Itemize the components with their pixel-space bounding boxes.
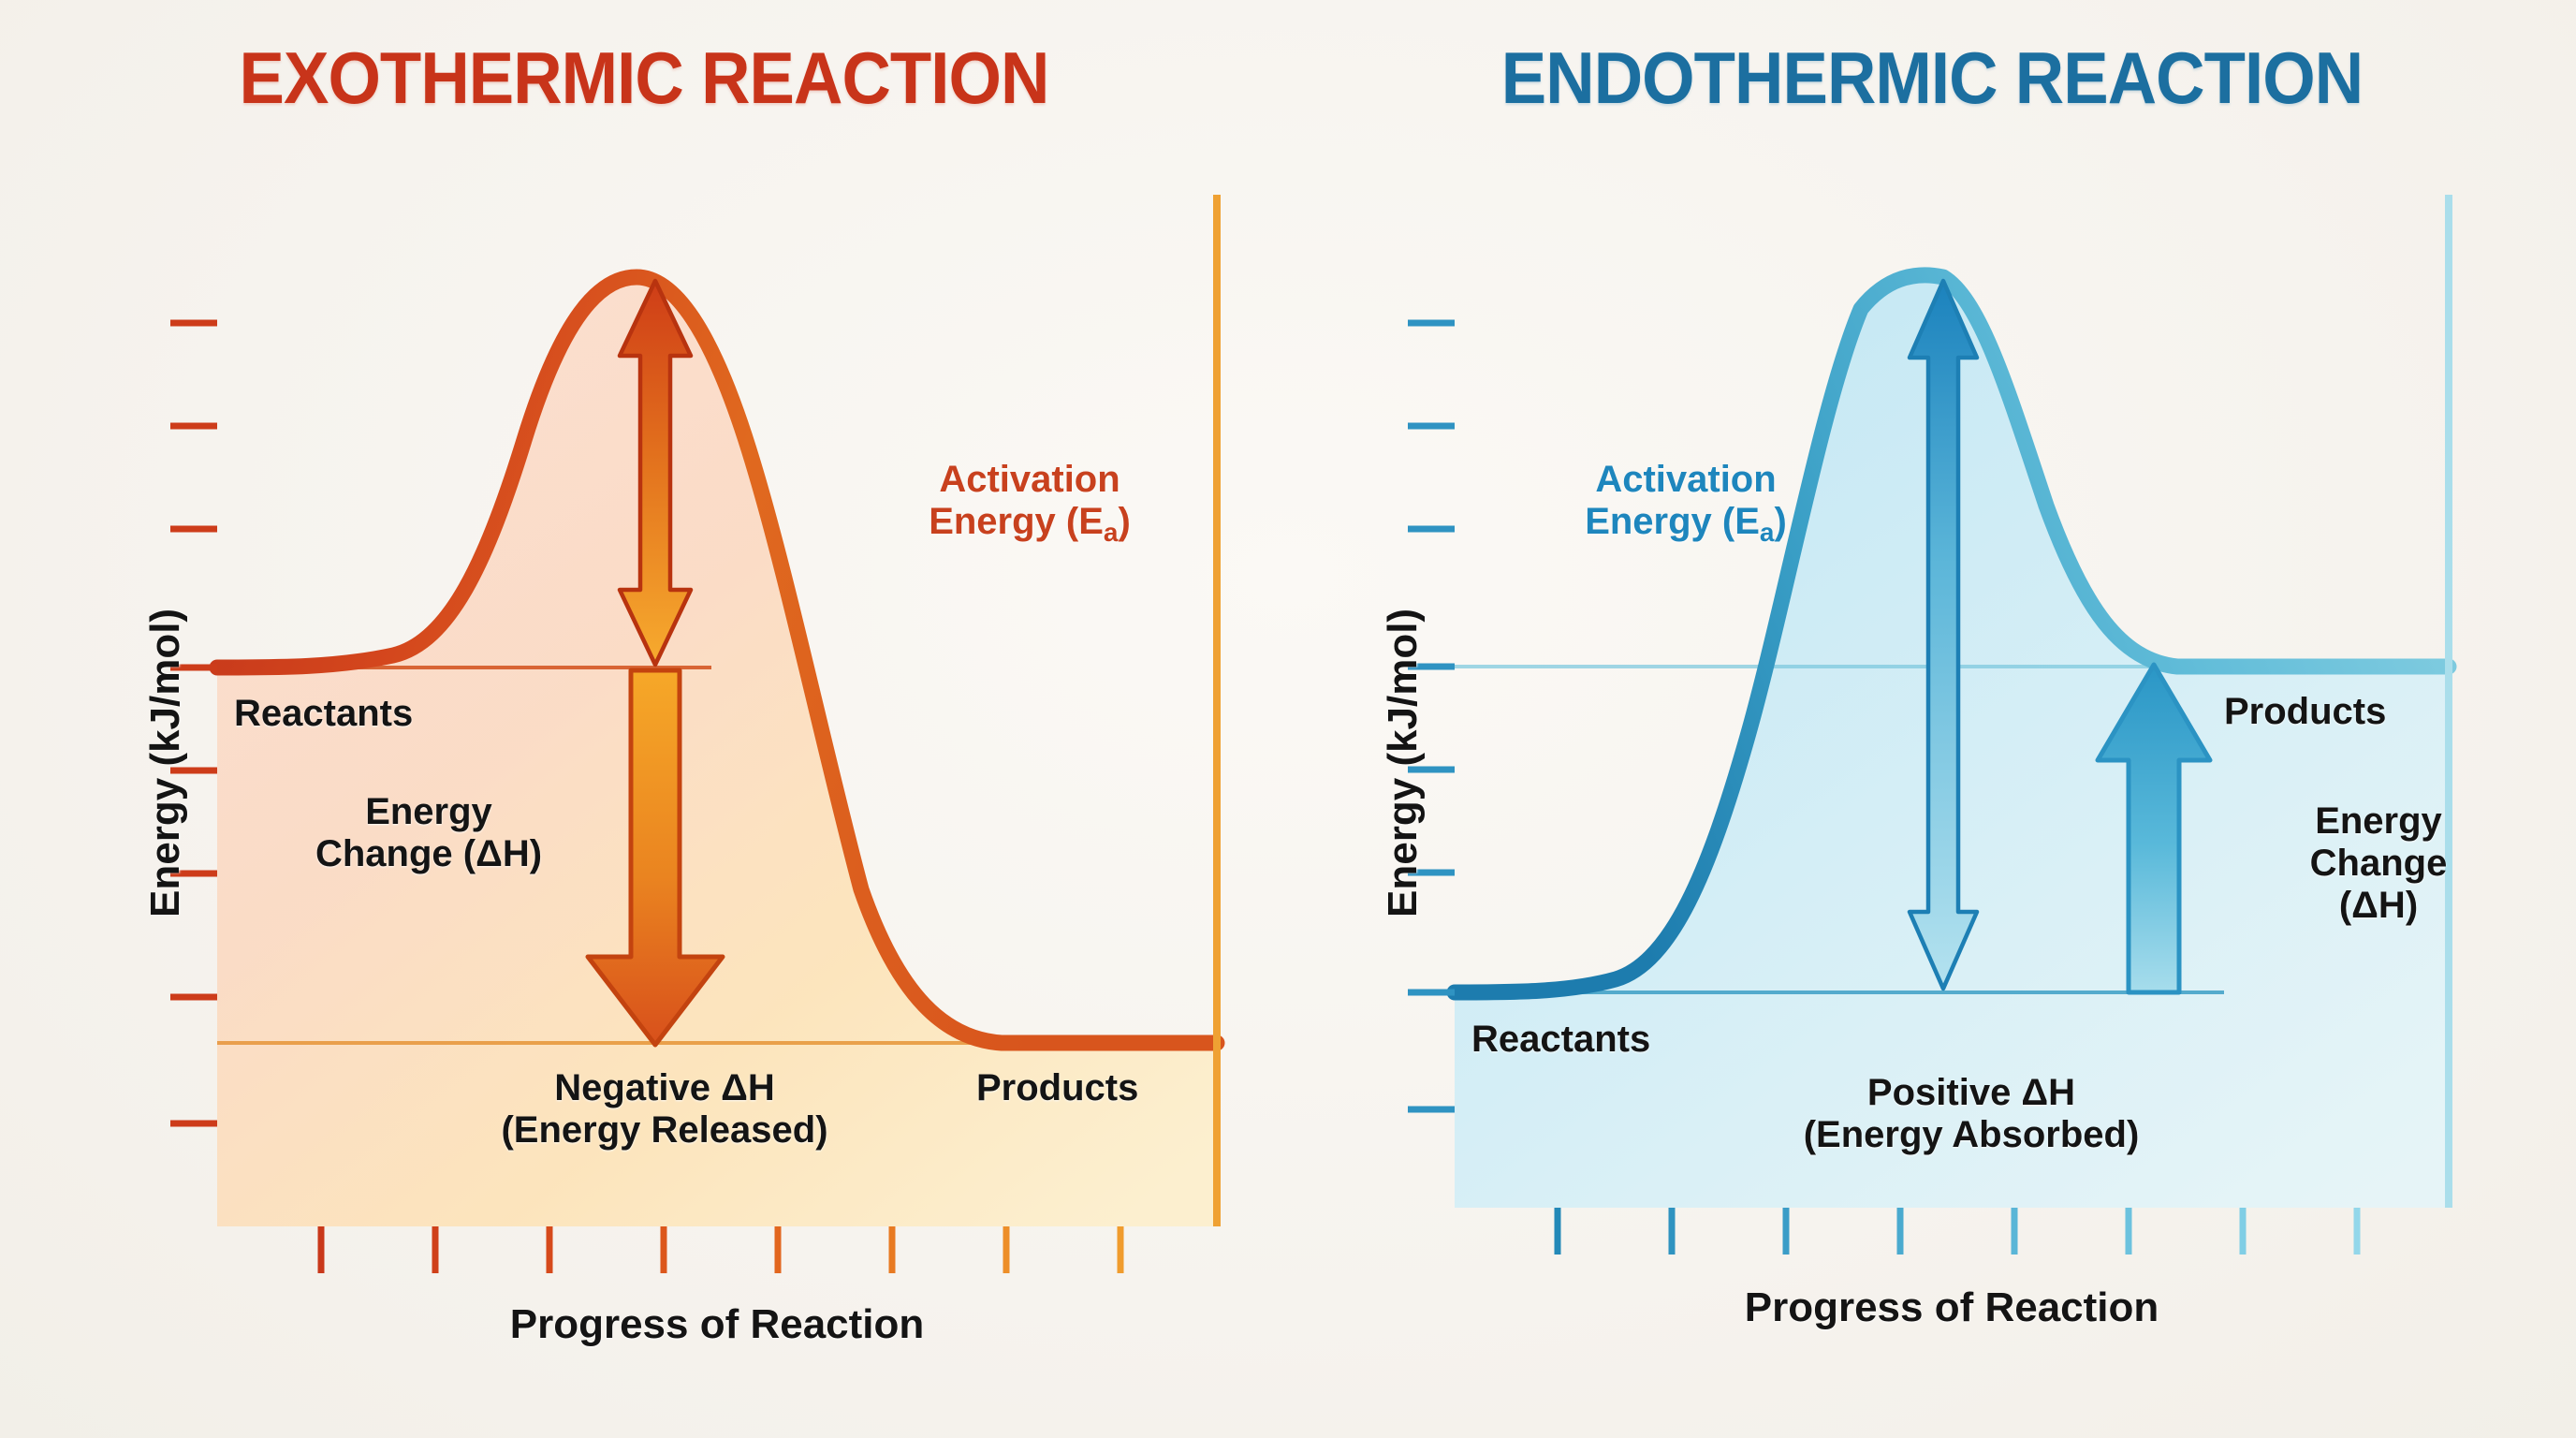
exothermic-title: EXOTHERMIC REACTION [239, 37, 1050, 119]
exothermic-enthalpy-label: Energy Change (ΔH) [260, 791, 597, 875]
exothermic-products-label: Products [976, 1067, 1139, 1108]
endothermic-panel: ENDOTHERMIC REACTION [1288, 0, 2576, 1438]
exothermic-x-axis-title: Progress of Reaction [509, 1301, 925, 1347]
endothermic-activation-energy-line2-pre: Energy (E [1585, 500, 1760, 542]
exothermic-activation-energy-line1: Activation [939, 459, 1120, 500]
endothermic-activation-energy-arrow [1907, 278, 1980, 991]
endothermic-activation-energy-line2-post: ) [1774, 500, 1787, 542]
exothermic-caption-line1: Negative ΔH [554, 1067, 775, 1108]
endothermic-caption-line1: Positive ΔH [1866, 1072, 2076, 1113]
endothermic-enthalpy-line3: (ΔH) [2338, 884, 2419, 926]
endothermic-x-ticks [1554, 1208, 2361, 1255]
endothermic-enthalpy-label: Energy Change (ΔH) [2224, 800, 2533, 926]
exothermic-enthalpy-line1: Energy [365, 791, 492, 832]
endothermic-energy-curve [1446, 267, 2457, 1001]
exothermic-activation-energy-label: Activation Energy (Ea) [847, 459, 1212, 547]
exothermic-activation-energy-arrow [617, 278, 694, 668]
endothermic-activation-energy-line1: Activation [1595, 459, 1777, 500]
endothermic-plot [1288, 0, 2576, 1329]
exothermic-plot [0, 0, 1288, 1329]
endothermic-products-label: Products [2224, 691, 2387, 732]
endothermic-enthalpy-line1: Energy [2315, 800, 2442, 842]
exothermic-area-fill [217, 277, 1217, 1226]
endothermic-activation-energy-subscript: a [1759, 517, 1775, 547]
endothermic-y-ticks [1408, 319, 1455, 1113]
endothermic-caption-line2: (Energy Absorbed) [1803, 1113, 2140, 1155]
endothermic-enthalpy-arrow [2095, 662, 2213, 995]
exothermic-activation-energy-line2: Energy (Ea) [847, 501, 1212, 547]
exothermic-caption-line2: (Energy Released) [501, 1108, 828, 1151]
endothermic-enthalpy-line2: Change [2309, 842, 2448, 884]
exothermic-y-ticks [170, 319, 217, 1127]
endothermic-x-axis-title: Progress of Reaction [1744, 1284, 2159, 1330]
exothermic-reactants-label: Reactants [234, 693, 414, 734]
endothermic-caption: Positive ΔH (Energy Absorbed) [1681, 1072, 2261, 1156]
exothermic-y-axis-title: Energy (kJ/mol) [142, 608, 188, 917]
exothermic-panel: EXOTHERMIC REACTION [0, 0, 1288, 1347]
exothermic-x-ticks [317, 1226, 1124, 1273]
endothermic-y-axis-title: Energy (kJ/mol) [1380, 608, 1426, 917]
exothermic-activation-energy-line2-pre: Energy (E [929, 500, 1104, 542]
exothermic-enthalpy-arrow [585, 668, 725, 1048]
endothermic-title: ENDOTHERMIC REACTION [1500, 37, 2364, 119]
exothermic-caption: Negative ΔH (Energy Released) [421, 1067, 908, 1152]
endothermic-activation-energy-label: Activation Energy (Ea) [1503, 459, 1868, 547]
endothermic-reactants-label: Reactants [1471, 1019, 1651, 1060]
exothermic-activation-energy-subscript: a [1103, 517, 1119, 547]
endothermic-activation-energy-line2: Energy (Ea) [1503, 501, 1868, 547]
exothermic-enthalpy-line2: Change (ΔH) [315, 832, 543, 874]
exothermic-activation-energy-line2-post: ) [1118, 500, 1131, 542]
